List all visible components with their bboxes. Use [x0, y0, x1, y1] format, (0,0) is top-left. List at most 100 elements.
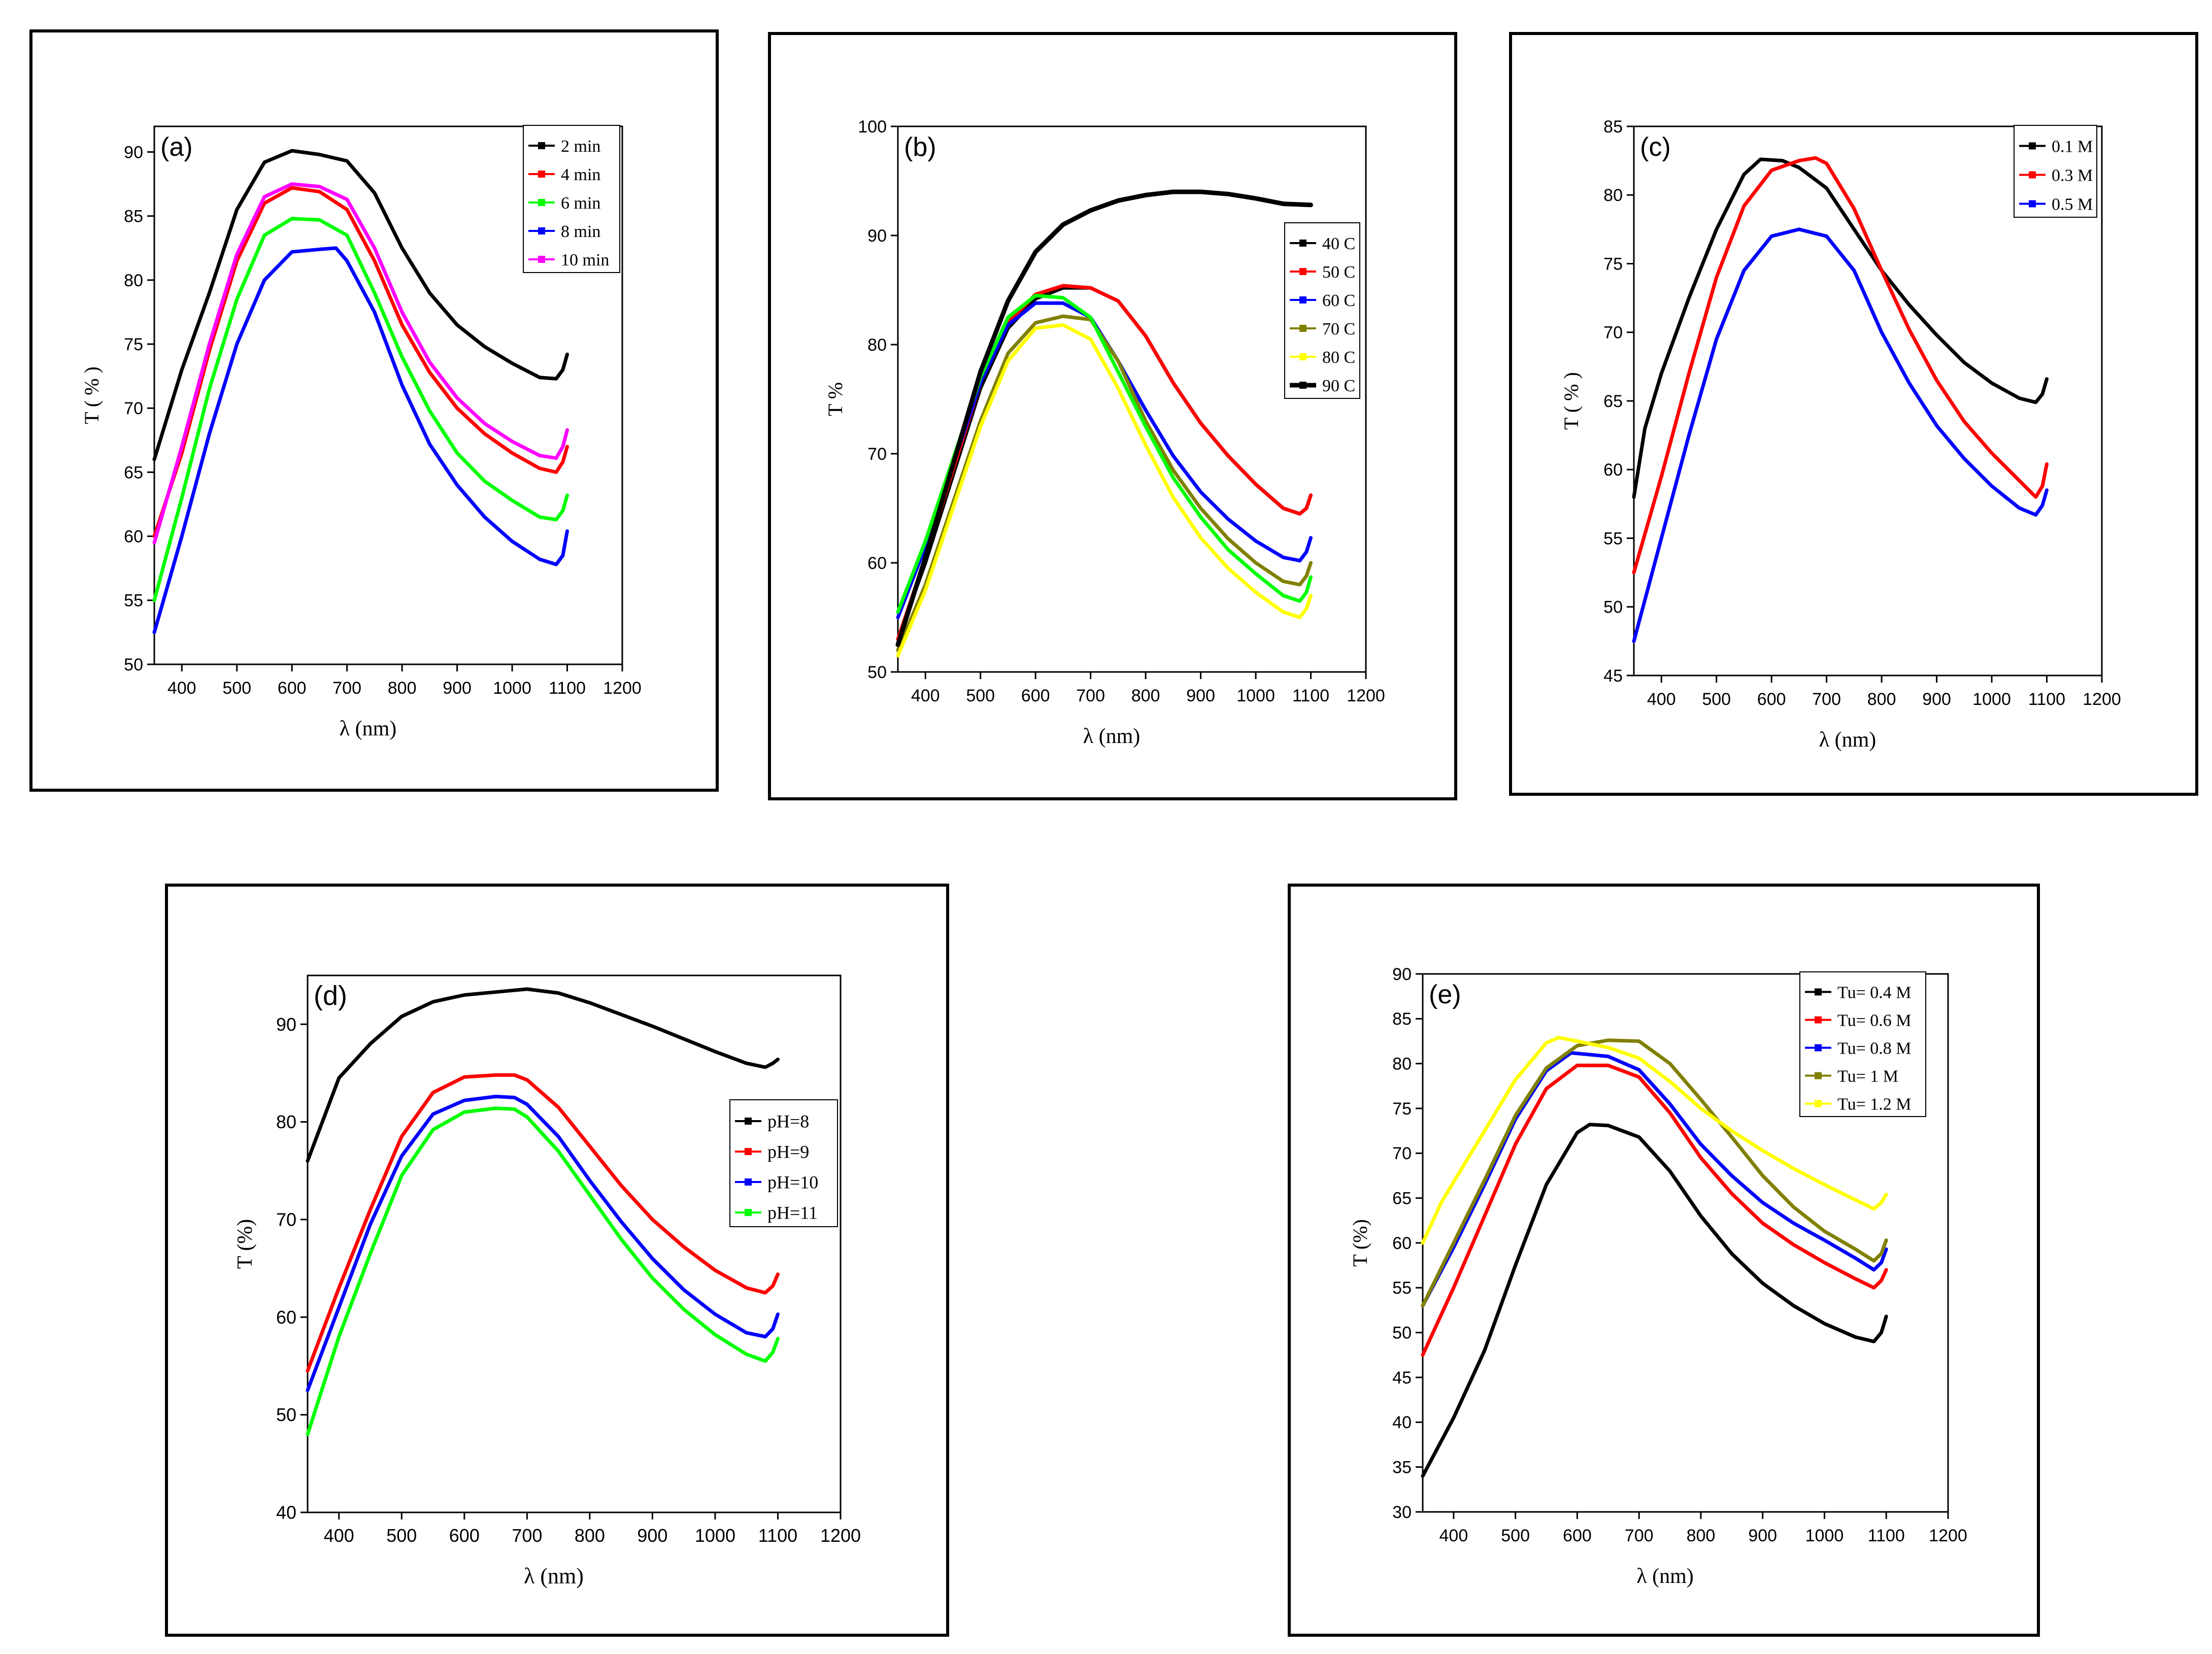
legend-marker [2029, 142, 2036, 150]
legend-label: Tu= 0.4 M [1837, 983, 1911, 1002]
y-tick-label: 80 [124, 271, 143, 290]
x-tick-label: 900 [1186, 686, 1215, 705]
legend-label: 6 min [561, 194, 600, 213]
panel-e: 400 500 600 700 800 900 1000 1100 1200 30 35 40 45 50… [1288, 884, 2040, 1637]
series-line-ph-8 [306, 987, 780, 1163]
x-tick-label: 600 [1757, 690, 1786, 709]
y-tick-label: 60 [1392, 1234, 1412, 1253]
x-tick-label: 700 [332, 679, 361, 698]
legend-marker [538, 142, 545, 149]
y-tick-label: 80 [1603, 186, 1623, 205]
legend-marker [1299, 325, 1306, 332]
legend-marker [1299, 382, 1306, 389]
y-tick-label: 65 [1392, 1189, 1412, 1208]
series-line-ph-9 [306, 1073, 780, 1373]
y-tick-label: 70 [276, 1209, 296, 1230]
y-tick-label: 70 [124, 399, 143, 418]
x-tick-label: 600 [1563, 1526, 1592, 1545]
y-tick-label: 35 [1392, 1458, 1412, 1477]
panel-label: (e) [1429, 980, 1461, 1009]
y-axis-title: T (%) [233, 1219, 257, 1269]
y-tick-label: 60 [276, 1307, 296, 1328]
x-tick-label: 400 [324, 1525, 354, 1546]
y-tick-label: 80 [276, 1111, 296, 1132]
panel-c: 400 500 600 700 800 900 1000 1100 1200 45 50 55 60 65… [1509, 32, 2198, 796]
y-tick-label: 70 [1603, 323, 1623, 343]
panel-label: (c) [1640, 132, 1671, 162]
x-tick-label: 1000 [695, 1525, 735, 1546]
legend-label: 0.3 M [2052, 166, 2093, 185]
chart-d: 400 500 600 700 800 900 1000 1100 1200 40 50 60 70 80… [233, 974, 861, 1589]
y-tick-label: 90 [867, 226, 887, 246]
legend-marker [745, 1148, 752, 1155]
legend-marker [538, 199, 545, 206]
chart-b: 400 500 600 700 800 900 1000 1100 1200 50 60 70 80 90… [824, 117, 1385, 748]
x-tick-label: 500 [1702, 690, 1731, 709]
x-axis-title: λ (nm) [524, 1564, 584, 1589]
series-line-tu-1-2-m [1421, 1035, 1888, 1245]
x-tick-label: 400 [1647, 690, 1676, 709]
y-tick-label: 60 [867, 554, 887, 573]
y-tick-label: 85 [1392, 1009, 1412, 1029]
series-line-2-min [152, 149, 569, 461]
legend-label: 80 C [1322, 348, 1355, 367]
legend-label: 60 C [1322, 291, 1355, 310]
x-tick-label: 700 [1812, 690, 1841, 709]
y-tick-label: 50 [1603, 598, 1623, 617]
legend-label: 40 C [1322, 234, 1355, 253]
y-tick-label: 90 [276, 1014, 296, 1035]
legend-label: Tu= 1.2 M [1837, 1095, 1911, 1113]
y-tick-label: 45 [1392, 1368, 1412, 1388]
x-tick-label: 700 [1076, 686, 1105, 705]
series-line-4-min [152, 186, 569, 538]
legend-label: pH=11 [767, 1203, 818, 1223]
x-tick-label: 1100 [758, 1525, 797, 1546]
series-line-ph-11 [306, 1106, 780, 1436]
x-axis-title: λ (nm) [1636, 1565, 1694, 1588]
y-tick-label: 55 [124, 591, 143, 611]
legend-marker [1299, 353, 1306, 360]
series-line-tu-0-4-m [1421, 1123, 1888, 1478]
plot-frame [307, 974, 842, 1513]
x-tick-label: 1000 [1972, 690, 2011, 709]
plot-frame [897, 125, 1367, 673]
legend-marker [1815, 1016, 1822, 1024]
legend-label: 8 min [561, 222, 600, 241]
x-axis-title: λ (nm) [1083, 725, 1141, 748]
legend-marker [1815, 988, 1822, 996]
x-tick-label: 1100 [549, 679, 586, 698]
x-tick-label: 600 [1021, 686, 1050, 705]
x-tick-label: 900 [637, 1525, 667, 1546]
series-line-60-c [896, 301, 1313, 619]
x-tick-label: 1100 [1292, 686, 1329, 705]
x-tick-label: 1000 [1236, 686, 1275, 705]
x-tick-label: 500 [386, 1525, 417, 1546]
y-tick-label: 100 [858, 117, 887, 137]
legend-label: 10 min [561, 251, 609, 269]
chart-a: 400 500 600 700 800 900 1000 1100 1200 50 55 60 65 70… [80, 125, 642, 740]
y-tick-label: 45 [1603, 666, 1623, 686]
legend-marker [1299, 240, 1306, 247]
legend-label: pH=8 [767, 1111, 809, 1132]
x-tick-label: 800 [1687, 1526, 1716, 1545]
x-tick-label: 500 [1501, 1526, 1530, 1545]
panel-d: 400 500 600 700 800 900 1000 1100 1200 40 50 60 70 80… [165, 884, 949, 1637]
legend-marker [745, 1209, 752, 1216]
series-line-80-c [896, 323, 1313, 658]
x-tick-label: 400 [1439, 1526, 1468, 1545]
legend-label: 0.1 M [2052, 137, 2093, 156]
x-tick-label: 900 [1748, 1526, 1777, 1545]
legend-marker [538, 256, 545, 263]
series-line-6-min [152, 217, 569, 602]
y-tick-label: 50 [867, 663, 887, 682]
y-tick-label: 50 [276, 1404, 296, 1425]
legend-label: 0.5 M [2052, 195, 2093, 214]
y-tick-label: 85 [124, 207, 143, 226]
legend-label: 2 min [561, 137, 600, 156]
y-tick-label: 55 [1392, 1278, 1412, 1298]
legend-marker [745, 1178, 752, 1186]
series-line-0-1-m [1632, 157, 2049, 499]
y-tick-label: 90 [124, 143, 143, 162]
legend-marker [745, 1118, 752, 1125]
x-tick-label: 1100 [1868, 1526, 1905, 1545]
